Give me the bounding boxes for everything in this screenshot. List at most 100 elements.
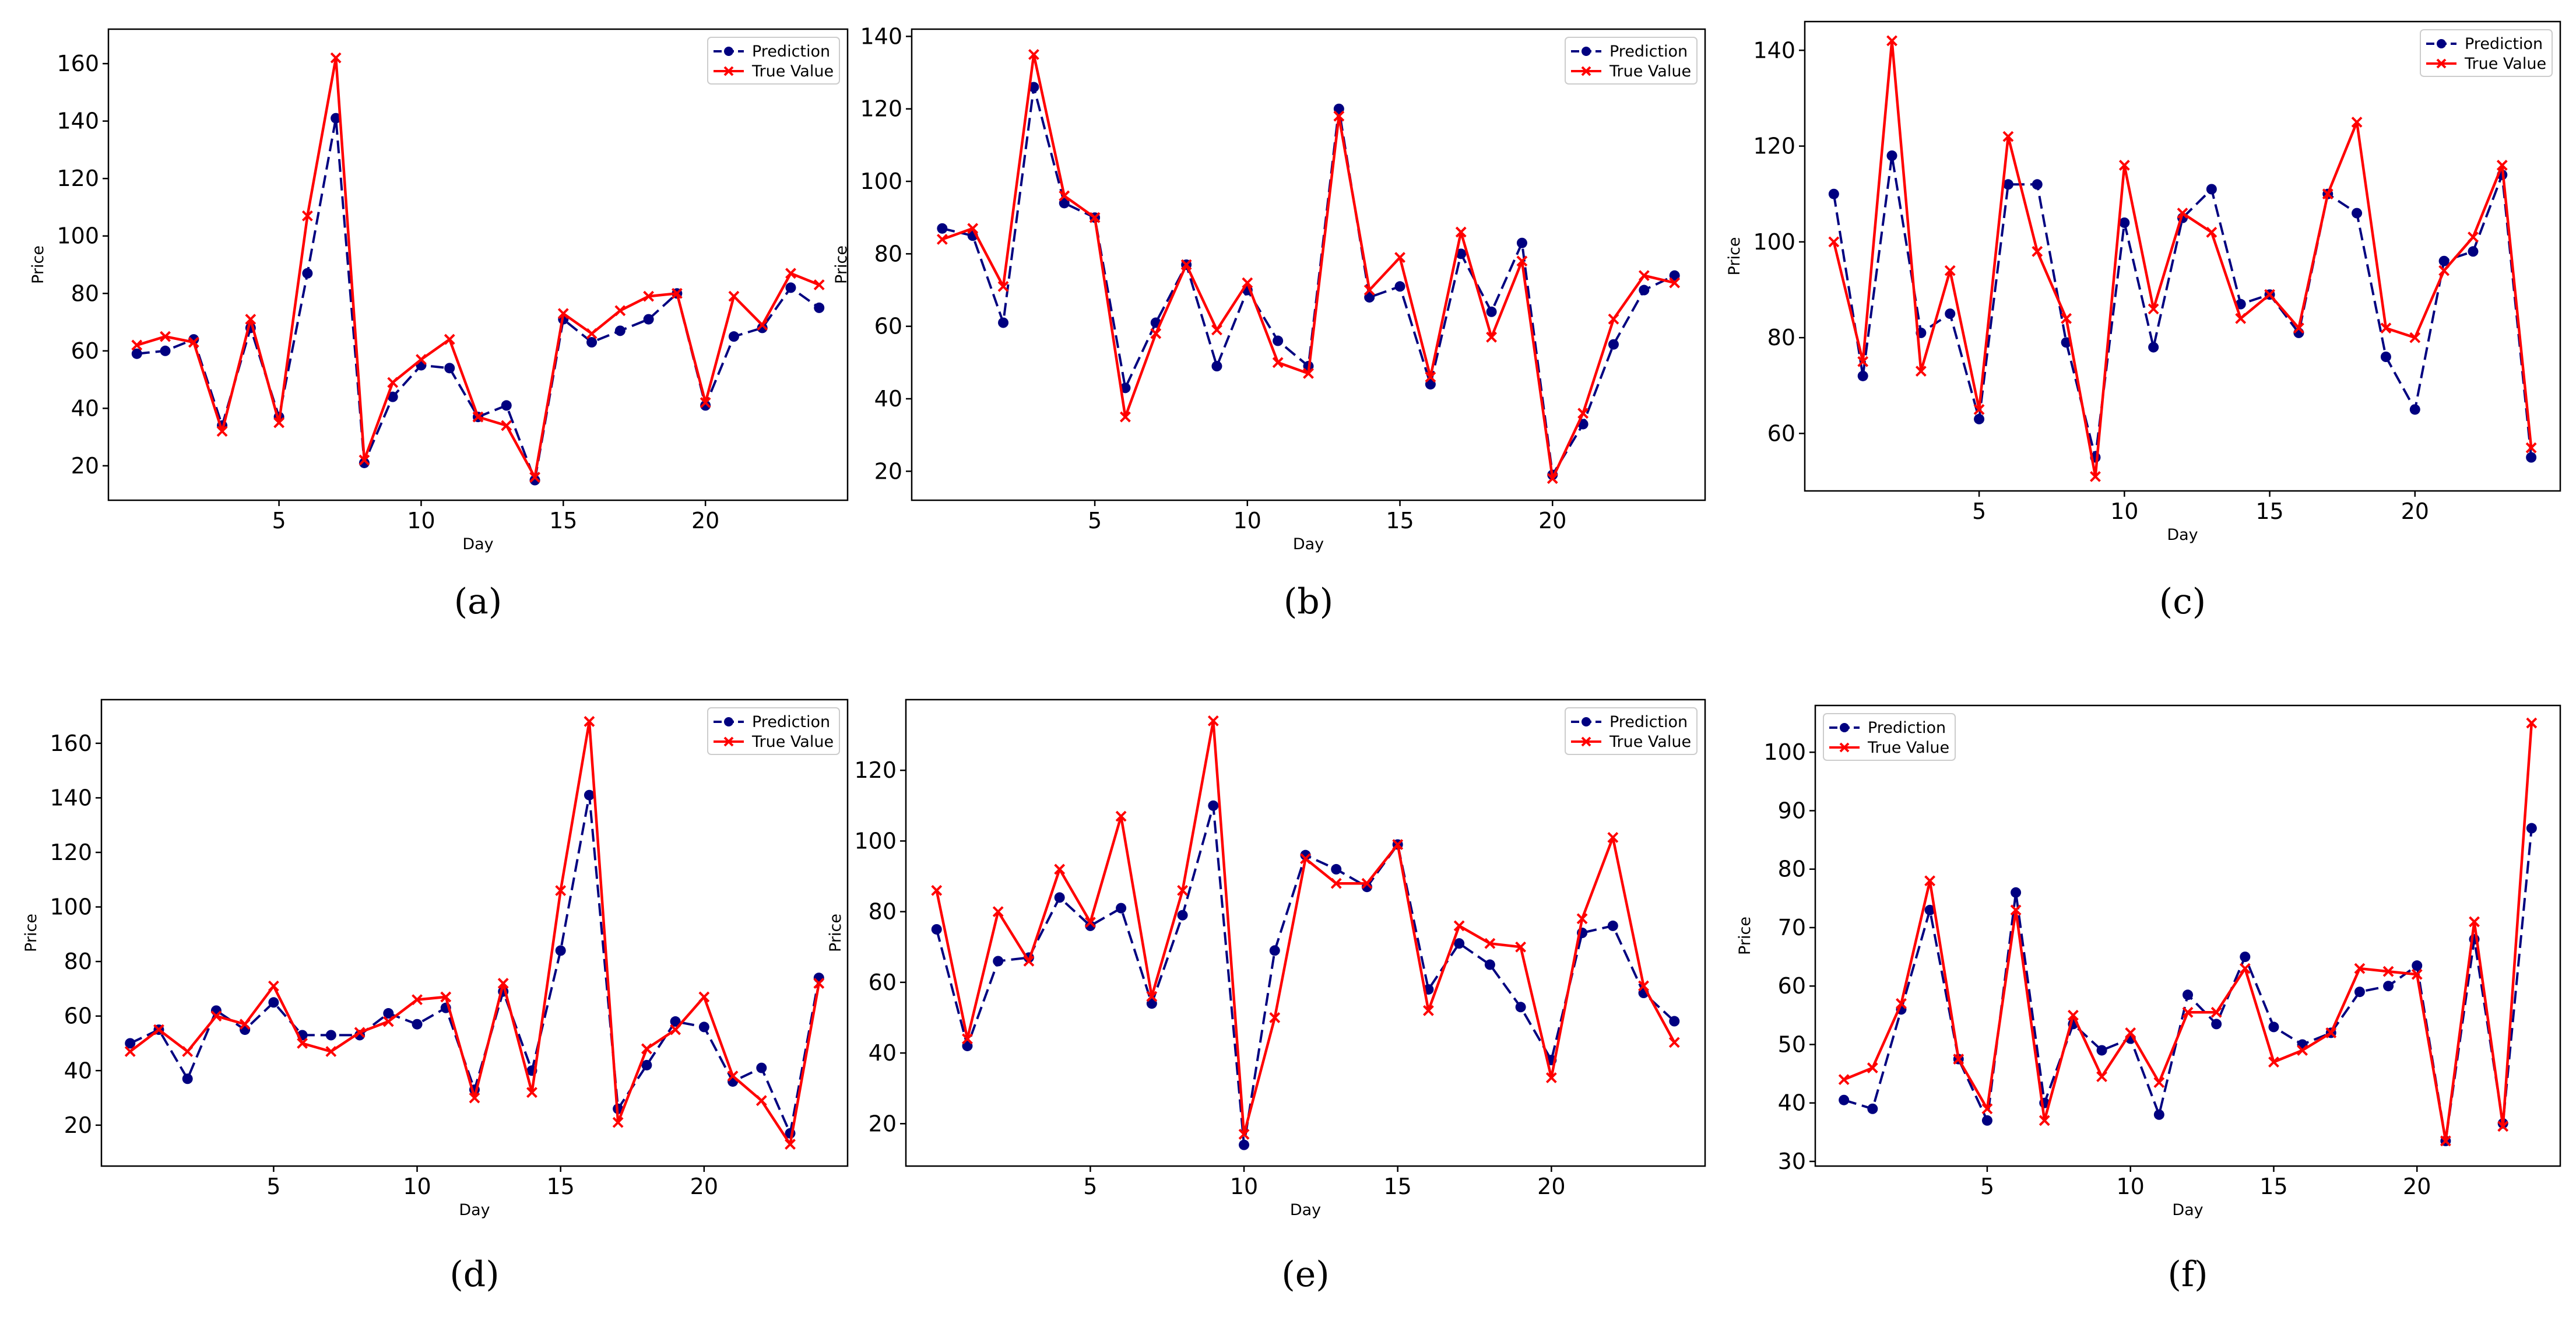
legend: Prediction True Value [1823,713,1956,761]
x-axis-label: Day [462,535,493,553]
true-value-point [1857,356,1869,367]
true-value-point [1944,265,1956,276]
prediction-series [937,82,1680,480]
true-value-point [1146,991,1158,1002]
true-value-point [1269,1012,1281,1023]
true-value-point [1638,980,1649,992]
legend-prediction-marker [1582,717,1591,726]
true-value-point [1453,920,1465,932]
true-value-point [1577,408,1589,419]
x-tick-label: 15 [1384,1174,1412,1199]
prediction-point [240,1024,251,1035]
prediction-point [1516,237,1527,248]
prediction-point [1867,1103,1878,1114]
true-value-point [584,716,595,727]
true-value-point [2354,963,2366,974]
legend-true-value-marker [1581,66,1591,76]
true-value-point [1953,1054,1964,1065]
y-tick-label: 80 [1778,856,1806,882]
true-value-point [2468,231,2479,243]
panel-caption: (c) [2159,581,2206,622]
true-value-point [728,290,740,302]
legend-true-value-label: True Value [1609,62,1691,80]
prediction-point [2526,452,2537,463]
x-tick-label: 20 [690,1174,718,1199]
true-value-point [325,1046,337,1057]
prediction-point [1300,849,1311,861]
prediction-point [1394,281,1405,292]
y-tick-label: 60 [869,970,897,995]
prediction-point [1608,339,1619,350]
prediction-point [756,1062,767,1073]
true-value-point [813,279,825,290]
true-value-point [2182,1006,2194,1018]
x-tick-label: 10 [1233,508,1261,533]
y-tick-label: 100 [1753,229,1795,255]
prediction-point [2352,208,2363,219]
y-tick-label: 120 [1753,134,1795,159]
true-value-point [1180,259,1192,271]
x-axis-label: Day [1293,535,1324,553]
x-tick-label: 5 [266,1174,280,1199]
legend-true-value-marker [1581,736,1591,747]
prediction-point [1454,938,1465,949]
prediction-point [931,924,942,935]
true-value-point [182,1046,194,1057]
prediction-point [2409,404,2420,415]
true-value-point [188,336,199,348]
prediction-point [1364,292,1375,303]
true-value-line [1832,39,2533,478]
x-axis-label: Day [459,1201,490,1219]
true-value-point [216,426,228,437]
y-tick-label: 50 [1778,1031,1806,1057]
prediction-point [1146,998,1157,1009]
y-tick-label: 100 [1763,739,1806,765]
true-value-point [124,1046,136,1057]
true-value-point [501,420,512,431]
y-tick-label: 90 [1778,798,1806,823]
panel-caption: (f) [2167,1254,2208,1295]
true-value-point [2525,442,2537,454]
y-tick-label: 100 [854,828,897,854]
true-value-point [785,1139,796,1150]
true-value-point [1394,252,1405,263]
true-value-point [1545,1072,1557,1083]
true-value-point [1886,35,1897,47]
true-value-point [1392,839,1404,850]
true-value-point [526,1087,537,1098]
prediction-point [2380,352,2391,362]
x-tick-label: 20 [1538,508,1566,533]
prediction-point [1120,382,1131,394]
y-axis-label: Price [29,245,47,284]
true-value-point [1515,941,1527,953]
y-tick-label: 40 [71,395,99,421]
true-value-point [614,305,626,317]
true-value-point [472,411,484,423]
true-value-point [1115,810,1127,822]
true-value-line [1843,722,2533,1143]
prediction-point [2096,1045,2107,1056]
prediction-point [757,322,768,333]
true-value-point [2409,332,2421,343]
y-tick-label: 20 [869,1111,897,1136]
x-tick-label: 10 [403,1174,431,1199]
prediction-point [412,1019,423,1030]
prediction-point [2148,342,2159,353]
prediction-point [670,1016,681,1027]
true-value-point [2497,1121,2509,1132]
true-value-point [2002,131,2014,142]
prediction-point [641,1059,652,1070]
true-value-point [2293,322,2304,334]
prediction-point [1208,800,1219,811]
prediction-series [125,789,824,1139]
x-tick-label: 10 [2117,1174,2145,1199]
chart-panel-f: 5 10 15 20 30 40 50 60 70 80 90 100 Day Price Predicti… [1736,704,2561,1295]
y-tick-label: 120 [50,840,92,865]
prediction-point [1886,150,1897,161]
y-tick-label: 70 [1778,915,1806,940]
panel-caption: (a) [454,581,502,622]
chart-panel-e: 5 10 15 20 20 40 60 80 100 120 Day Price Prediction T… [827,698,1706,1295]
true-value-point [131,339,143,351]
x-tick-label: 15 [1386,508,1414,533]
true-value-point [1303,368,1314,379]
